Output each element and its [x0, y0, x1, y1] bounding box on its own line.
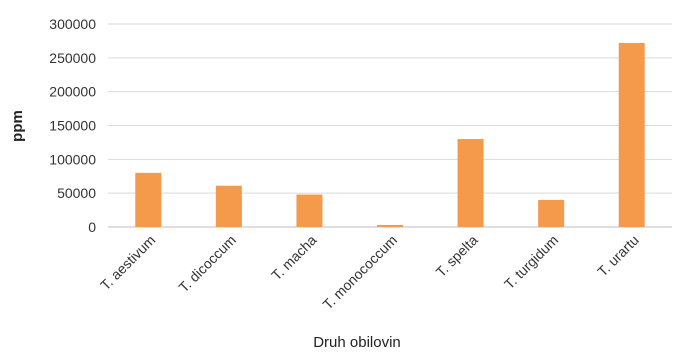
y-tick-label: 0 [88, 219, 96, 235]
bar [538, 199, 565, 227]
y-tick-label: 50000 [57, 185, 96, 201]
bar [457, 139, 484, 227]
x-axis-title: Druh obilovin [313, 334, 401, 351]
x-tick-label: T. monococcum [319, 232, 400, 313]
bar [377, 224, 403, 227]
x-tick-label: T. aestivum [97, 232, 158, 293]
x-tick-label: T. turgidum [501, 232, 561, 292]
y-tick-label: 300000 [49, 16, 96, 32]
bar [215, 185, 242, 227]
x-axis-ticks: T. aestivum T. dicoccum T. macha T. monococ… [97, 232, 642, 313]
bars [135, 42, 645, 227]
y-tick-label: 250000 [49, 50, 96, 66]
y-axis-title: ppm [9, 110, 26, 142]
y-tick-label: 100000 [49, 151, 96, 167]
x-tick-label: T. urartu [594, 232, 642, 280]
bar [135, 172, 162, 227]
y-tick-label: 200000 [49, 84, 96, 100]
bar [618, 42, 645, 227]
gridlines [108, 23, 672, 228]
y-axis-ticks: 0 50000 100000 150000 200000 250000 300000 [49, 16, 96, 235]
x-tick-label: T. spelta [433, 232, 481, 280]
x-tick-label: T. macha [268, 232, 320, 284]
x-tick-label: T. dicoccum [175, 232, 239, 296]
y-tick-label: 150000 [49, 118, 96, 134]
bar [296, 194, 323, 227]
